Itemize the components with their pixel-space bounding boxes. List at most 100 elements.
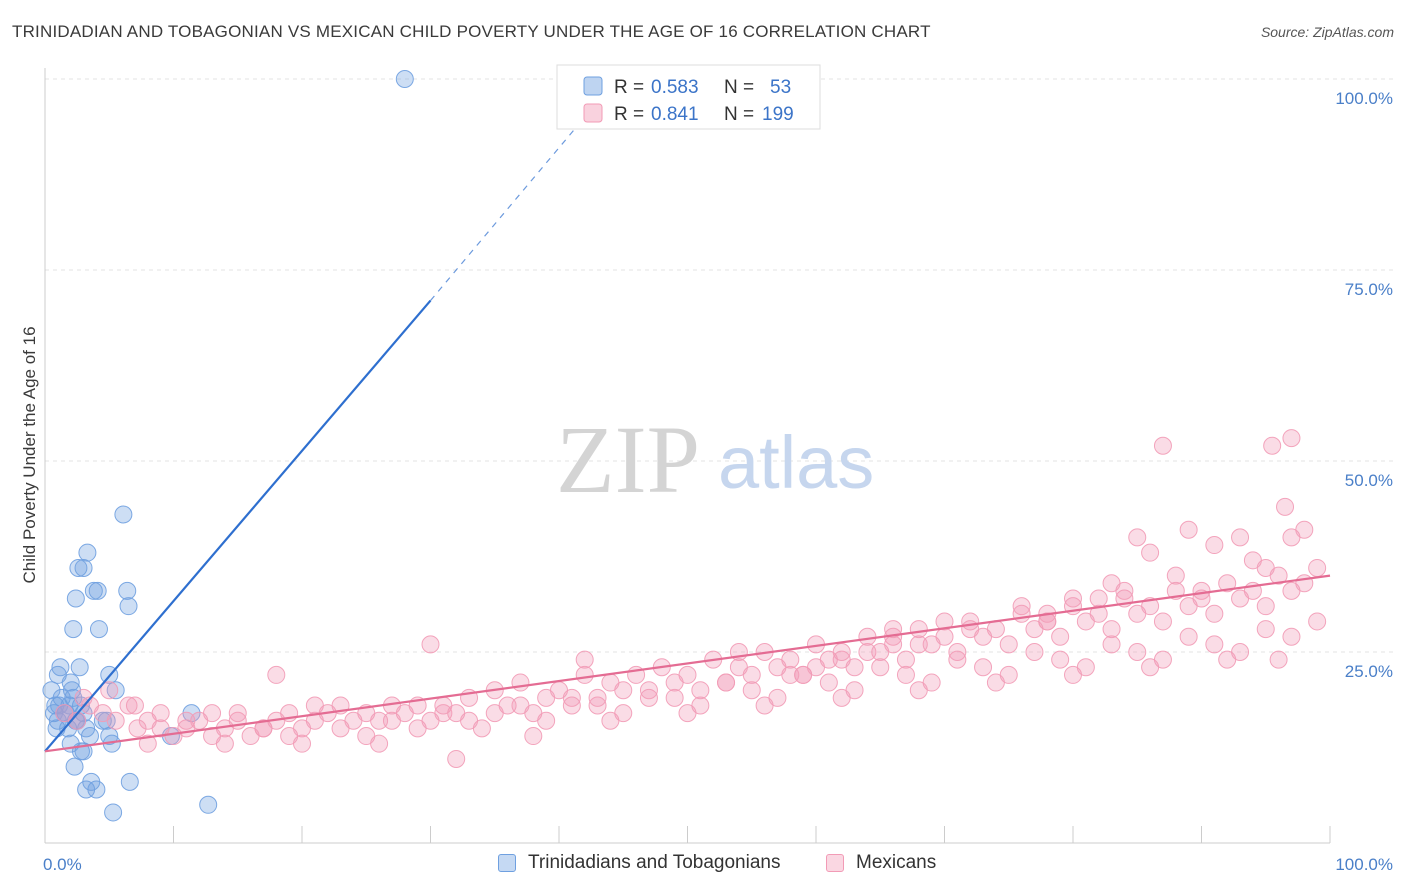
legend-label-mexicans: Mexicans [856,852,937,873]
mexican-point [562,696,581,715]
mexican-point [948,643,967,661]
trinidadian-trend-line [44,299,432,753]
watermark: ZIP atlas [556,406,874,513]
mexican-point [1205,635,1224,654]
mexican-point [1218,574,1237,593]
mexican-point [781,665,800,684]
mexican-point [1064,589,1082,608]
mexican-point [460,711,479,730]
mexican-point [1064,665,1082,684]
mexican-point [1102,635,1121,654]
mexican-point [1141,597,1160,616]
mexican-point [832,688,851,707]
legend-label-trinidadians: Trinidadians and Tobagonians [528,852,781,873]
mexican-point [909,635,928,654]
mexican-point [575,650,594,669]
trinidadian-point [120,772,139,791]
mexican-point [1231,528,1250,547]
mexican-point [119,696,138,715]
mexican-point [1256,597,1275,616]
scatter-points [42,70,1327,822]
mexican-point [819,673,838,692]
mexican-point [1128,643,1147,661]
mexican-point [909,620,928,639]
mexican-point [1102,620,1121,639]
mexican-point [421,635,440,654]
mexican-point [986,673,1005,692]
y-axis-label: Child Poverty Under the Age of 16 [20,326,39,583]
mexican-point [511,696,530,715]
trinidadian-point [89,620,108,639]
mexican-point [1141,658,1160,677]
y-tick-label: 100.0% [1335,89,1393,108]
mexican-point [537,711,556,730]
legend-box [556,64,821,130]
trinidadian-point [114,505,133,524]
mexican-point [1179,520,1198,539]
mexican-point [511,673,530,692]
legend-swatch-trinidadians [498,854,516,872]
mexican-point [807,658,825,677]
mexican-point [1153,436,1172,455]
chart-title: TRINIDADIAN AND TOBAGONIAN VS MEXICAN CH… [12,22,931,41]
mexican-point [1308,558,1327,577]
mexican-point [128,719,147,738]
trinidadian-point [69,558,88,577]
mexican-point [100,681,119,700]
trinidadian-point [84,581,103,600]
mexican-point [203,704,222,723]
x-tick-label: 0.0% [43,855,82,874]
mexican-point [1153,612,1172,631]
mexican-point [1102,574,1121,593]
trinidadian-point [88,581,107,600]
y-tick-label: 75.0% [1345,280,1393,299]
mexican-point [678,665,697,684]
mexican-point [575,665,594,684]
mexican-point [434,704,453,723]
mexican-point [447,749,466,768]
trinidadian-point [80,727,99,746]
trinidadian-point [48,665,67,684]
mexican-point [614,681,633,700]
trinidadian-point [42,681,61,700]
mexican-point [1128,528,1147,547]
mexican-point [665,688,684,707]
legend-n-label-blue: N = [724,77,754,98]
mexican-point [1205,604,1224,623]
watermark-zip: ZIP [556,406,700,513]
grid-lines [45,78,1394,653]
mexican-point [999,635,1018,654]
mexican-point [177,711,196,730]
mexican-point [215,734,234,753]
mexican-point [254,719,273,738]
mexican-point [138,734,157,753]
mexican-point [935,627,954,646]
mexican-point [1051,650,1070,669]
tick-labels: 25.0% 50.0% 75.0% 100.0% 0.0% 100.0% [43,89,1393,874]
mexican-point [678,704,697,723]
mexican-point [896,665,915,684]
mexican-point [691,681,710,700]
mexican-point [639,681,658,700]
mexican-point [1256,620,1275,639]
x-tick-label: 100.0% [1335,855,1393,874]
trinidadian-point [64,620,83,639]
mexican-point [909,681,928,700]
mexican-point [1282,429,1301,448]
mexican-trend-line [44,574,1331,753]
mexican-point [485,704,504,723]
trend-lines [44,116,1331,753]
legend-swatch-blue [583,76,603,96]
mexican-point [228,704,247,723]
mexican-point [267,665,286,684]
series-legend: Trinidadians and Tobagonians Mexicans [0,852,1406,878]
mexican-point [858,643,877,661]
trinidadian-point [119,597,138,616]
mexican-point [588,688,607,707]
trinidadian-point [199,795,218,814]
mexican-point [1205,536,1224,555]
y-tick-label: 50.0% [1345,471,1393,490]
mexican-point [1089,589,1108,608]
trinidadian-point [106,681,125,700]
mexican-point [1012,597,1031,616]
